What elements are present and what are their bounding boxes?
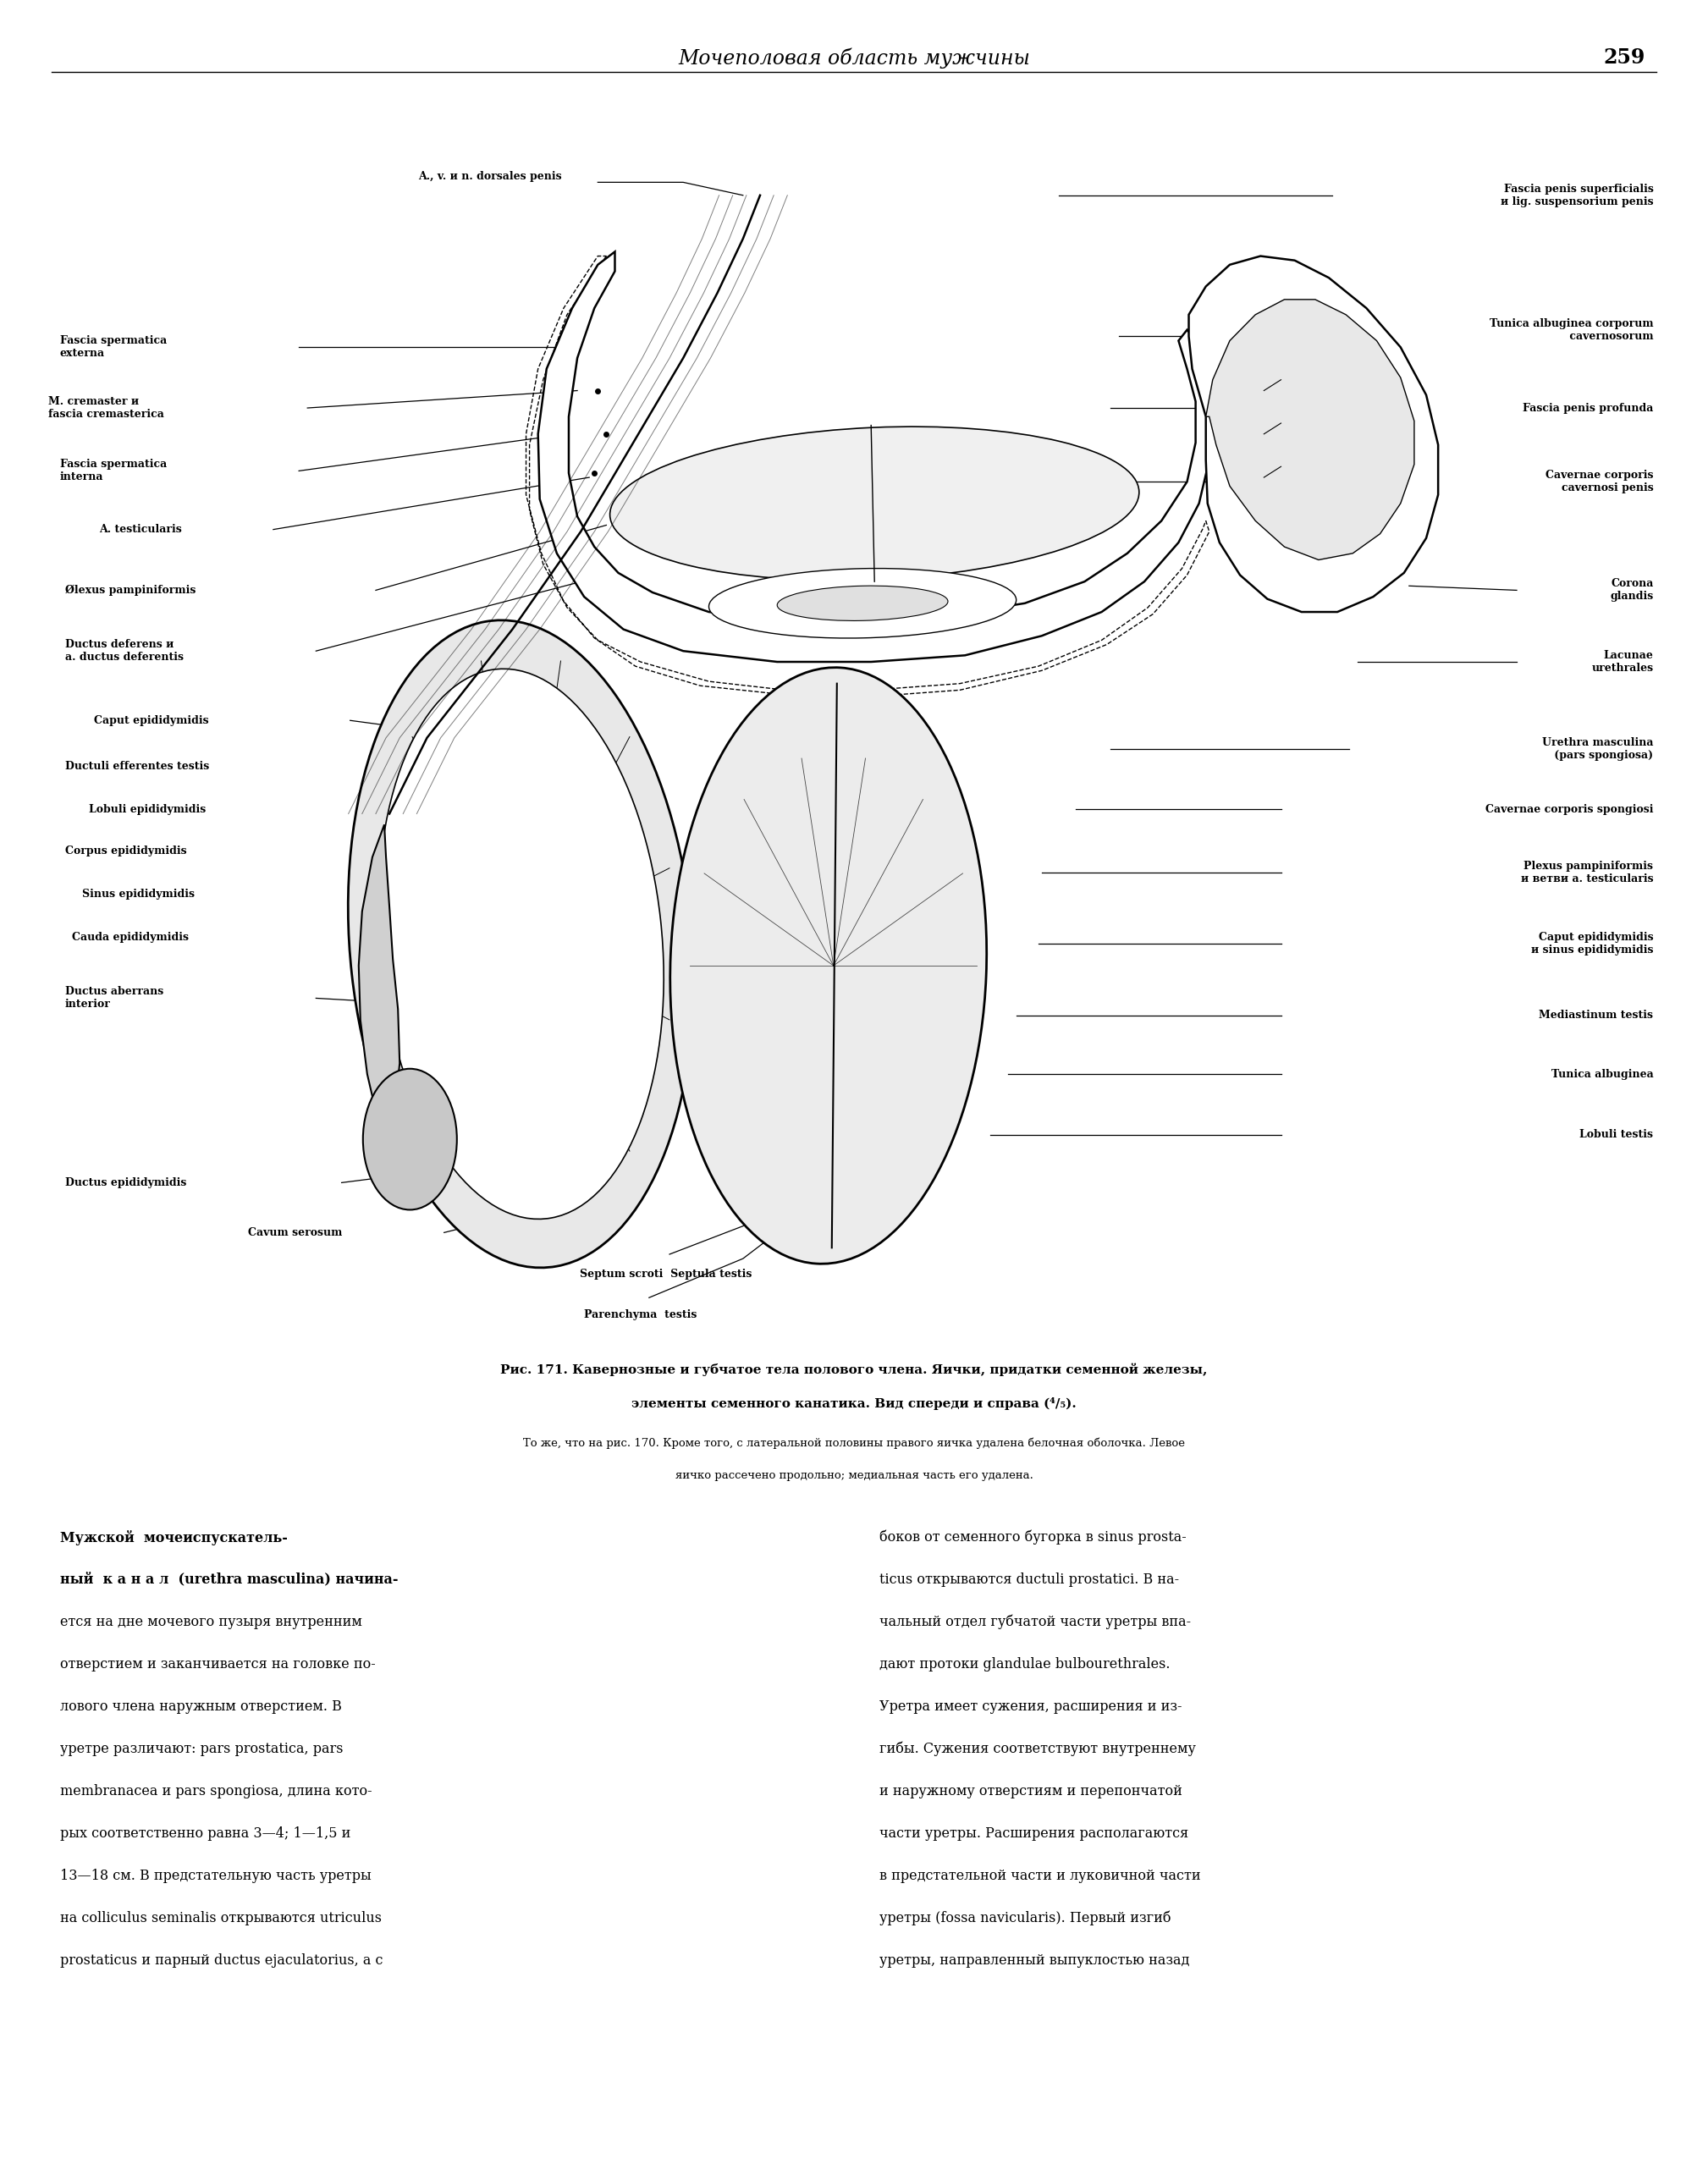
Ellipse shape xyxy=(709,569,1016,638)
Text: Lobuli testis: Lobuli testis xyxy=(1580,1128,1653,1141)
Text: prostaticus и парный ductus ejaculatorius, а с: prostaticus и парный ductus ejaculatoriu… xyxy=(60,1953,383,1968)
Text: ный  к а н а л  (urethra masculina) начина-: ный к а н а л (urethra masculina) начина… xyxy=(60,1571,398,1586)
Text: Cauda epididymidis: Cauda epididymidis xyxy=(72,931,188,944)
Text: уретры, направленный выпуклостью назад: уретры, направленный выпуклостью назад xyxy=(880,1953,1190,1968)
Text: Ductus aberrans
interior: Ductus aberrans interior xyxy=(65,987,164,1009)
Text: Corpus epididymidis: Corpus epididymidis xyxy=(65,844,186,857)
Text: То же, что на рис. 170. Кроме того, с латеральной половины правого яичка удалена: То же, что на рис. 170. Кроме того, с ла… xyxy=(523,1437,1185,1450)
Text: Septum scroti  Septula testis: Septum scroti Septula testis xyxy=(581,1267,752,1280)
Text: лового члена наружным отверстием. В: лового члена наружным отверстием. В xyxy=(60,1699,342,1714)
Text: Mediastinum testis: Mediastinum testis xyxy=(1539,1009,1653,1022)
Text: ется на дне мочевого пузыря внутренним: ется на дне мочевого пузыря внутренним xyxy=(60,1614,362,1630)
Polygon shape xyxy=(359,825,400,1124)
Text: боков от семенного бугорка в sinus prosta-: боков от семенного бугорка в sinus prost… xyxy=(880,1530,1187,1545)
Text: гибы. Сужения соответствуют внутреннему: гибы. Сужения соответствуют внутреннему xyxy=(880,1740,1196,1756)
Text: Ductus epididymidis: Ductus epididymidis xyxy=(65,1176,186,1189)
Text: Sinus epididymidis: Sinus epididymidis xyxy=(82,888,195,901)
Text: в предстательной части и луковичной части: в предстательной части и луковичной част… xyxy=(880,1868,1201,1884)
Text: 13—18 см. В предстательную часть уретры: 13—18 см. В предстательную часть уретры xyxy=(60,1868,371,1884)
Text: Tunica albuginea corporum
         cavernosorum: Tunica albuginea corporum cavernosorum xyxy=(1489,319,1653,341)
Text: чальный отдел губчатой части уретры впа-: чальный отдел губчатой части уретры впа- xyxy=(880,1614,1190,1630)
Text: отверстием и заканчивается на головке по-: отверстием и заканчивается на головке по… xyxy=(60,1658,376,1671)
Ellipse shape xyxy=(377,668,664,1220)
Text: Cavernae corporis
cavernosi penis: Cavernae corporis cavernosi penis xyxy=(1546,471,1653,493)
Text: Ductus deferens и
a. ductus deferentis: Ductus deferens и a. ductus deferentis xyxy=(65,640,183,662)
Text: Urethra masculina
 (pars spongiosa): Urethra masculina (pars spongiosa) xyxy=(1542,738,1653,760)
Text: Parenchyma  testis: Parenchyma testis xyxy=(584,1309,697,1322)
Text: Cavernae corporis spongiosi: Cavernae corporis spongiosi xyxy=(1486,803,1653,816)
Text: Caput epididymidis: Caput epididymidis xyxy=(94,714,208,727)
Text: Caput epididymidis
и sinus epididymidis: Caput epididymidis и sinus epididymidis xyxy=(1530,933,1653,955)
Polygon shape xyxy=(1189,256,1438,612)
Text: A., v. и n. dorsales penis: A., v. и n. dorsales penis xyxy=(418,171,562,182)
Text: Fascia spermatica
interna: Fascia spermatica interna xyxy=(60,460,167,482)
Text: membranacea и pars spongiosa, длина кото-: membranacea и pars spongiosa, длина кото… xyxy=(60,1784,372,1799)
Ellipse shape xyxy=(610,427,1139,579)
Text: Рис. 171. Кавернозные и губчатое тела полового члена. Яички, придатки семенной ж: Рис. 171. Кавернозные и губчатое тела по… xyxy=(500,1363,1208,1376)
Text: Fascia penis superficialis
и lig. suspensorium penis: Fascia penis superficialis и lig. suspen… xyxy=(1500,184,1653,206)
Text: Tunica albuginea: Tunica albuginea xyxy=(1551,1068,1653,1081)
Ellipse shape xyxy=(670,668,987,1263)
Text: Lobuli epididymidis: Lobuli epididymidis xyxy=(89,803,207,816)
Text: Fascia penis profunda: Fascia penis profunda xyxy=(1524,401,1653,414)
Text: Мочеполовая область мужчины: Мочеполовая область мужчины xyxy=(678,48,1030,69)
Text: Ductuli efferentes testis: Ductuli efferentes testis xyxy=(65,760,208,773)
Text: 259: 259 xyxy=(1604,48,1645,67)
Text: A. testicularis: A. testicularis xyxy=(99,523,181,536)
Text: Plexus pampiniformis
и ветви a. testicularis: Plexus pampiniformis и ветви a. testicul… xyxy=(1520,861,1653,883)
Text: Ølexus pampiniformis: Ølexus pampiniformis xyxy=(65,584,195,597)
Ellipse shape xyxy=(777,586,948,621)
Ellipse shape xyxy=(362,1070,456,1211)
Text: яичко рассечено продольно; медиальная часть его удалена.: яичко рассечено продольно; медиальная ча… xyxy=(675,1469,1033,1482)
Text: Corona
glandis: Corona glandis xyxy=(1611,579,1653,601)
Text: и наружному отверстиям и перепончатой: и наружному отверстиям и перепончатой xyxy=(880,1784,1182,1799)
Ellipse shape xyxy=(348,621,693,1267)
Polygon shape xyxy=(538,252,1213,662)
Text: уретры (fossa navicularis). Первый изгиб: уретры (fossa navicularis). Первый изгиб xyxy=(880,1912,1172,1925)
Text: Уретра имеет сужения, расширения и из-: Уретра имеет сужения, расширения и из- xyxy=(880,1699,1182,1714)
Text: части уретры. Расширения располагаются: части уретры. Расширения располагаются xyxy=(880,1827,1189,1840)
Polygon shape xyxy=(1206,299,1414,560)
Text: элементы семенного канатика. Вид спереди и справа (⁴/₅).: элементы семенного канатика. Вид спереди… xyxy=(632,1397,1076,1410)
Text: Lacunae
urethrales: Lacunae urethrales xyxy=(1592,651,1653,673)
Text: Fascia spermatica
externa: Fascia spermatica externa xyxy=(60,336,167,358)
Text: ticus открываются ductuli prostatici. В на-: ticus открываются ductuli prostatici. В … xyxy=(880,1571,1179,1586)
Text: рых соответственно равна 3—4; 1—1,5 и: рых соответственно равна 3—4; 1—1,5 и xyxy=(60,1827,350,1840)
Text: на colliculus seminalis открываются utriculus: на colliculus seminalis открываются utri… xyxy=(60,1912,381,1925)
Text: уретре различают: pars prostatica, pars: уретре различают: pars prostatica, pars xyxy=(60,1740,343,1756)
Text: M. cremaster и
fascia cremasterica: M. cremaster и fascia cremasterica xyxy=(48,397,164,419)
Text: Мужской  мочеиспускатель-: Мужской мочеиспускатель- xyxy=(60,1530,287,1545)
Text: Cavum serosum: Cavum serosum xyxy=(248,1226,342,1239)
Text: дают протоки glandulae bulbourethrales.: дают протоки glandulae bulbourethrales. xyxy=(880,1658,1170,1671)
